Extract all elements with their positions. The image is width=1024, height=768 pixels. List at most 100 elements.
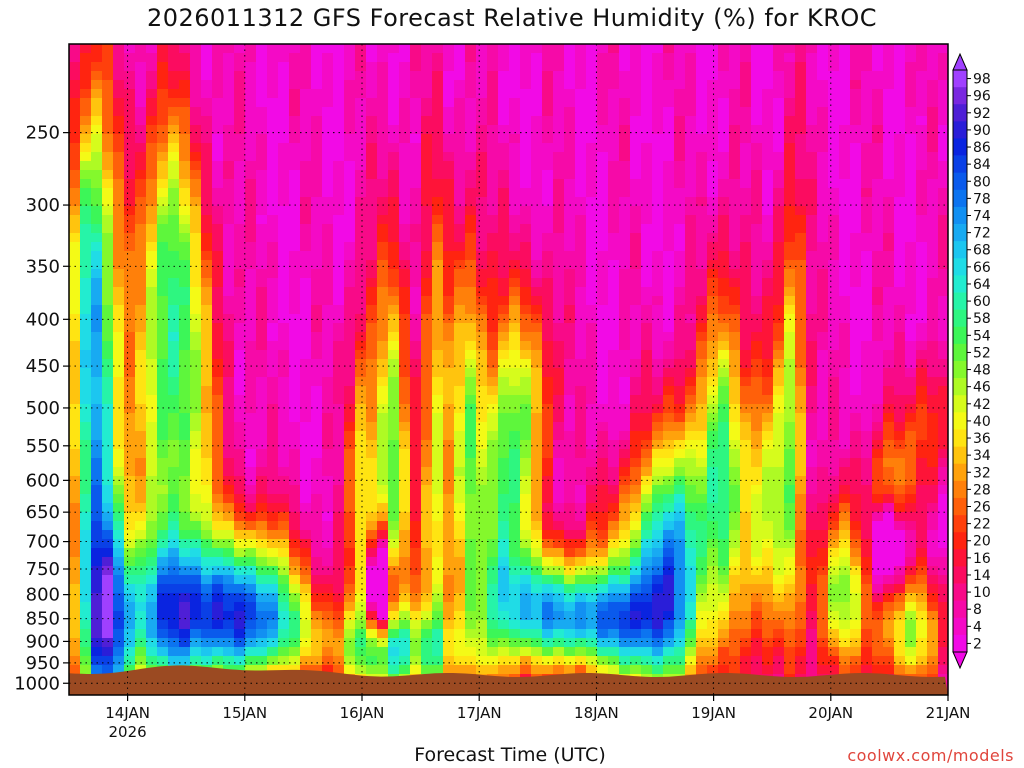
heat-cell-2469 [828,314,840,324]
heat-cell-4355 [454,530,466,540]
heat-cell-3198 [927,395,939,405]
heat-cell-4878 [927,584,939,594]
heat-cell-1568 [597,215,609,225]
heat-cell-1634 [443,224,455,234]
heat-cell-4162 [91,512,103,522]
heat-cell-693 [652,116,664,126]
heat-cell-2060 [729,269,741,279]
heat-cell-996 [465,152,477,162]
heat-cell-4254 [223,521,235,531]
heat-cell-1336 [685,188,697,198]
heat-cell-3070 [399,386,411,396]
heat-cell-2767 [586,350,598,360]
heat-cell-3592 [861,440,873,450]
heat-cell-3403 [542,422,554,432]
heat-cell-1622 [311,224,323,234]
heat-cell-59 [718,44,730,54]
heat-cell-2198 [487,287,499,297]
heat-cell-4270 [399,521,411,531]
heat-cell-2224 [773,287,785,297]
heat-cell-3088 [597,386,609,396]
heat-cell-2543 [762,323,774,333]
heat-cell-737 [256,125,268,135]
heat-cell-244 [113,71,125,81]
heat-cell-1635 [454,224,466,234]
heat-cell-4463 [762,539,774,549]
heat-cell-729 [168,125,180,135]
heat-cell-1766 [135,242,147,252]
heat-cell-3764 [113,467,125,477]
heat-cell-3568 [597,440,609,450]
heat-cell-4481 [80,548,92,558]
heat-cell-3009 [608,377,620,387]
heat-cell-175 [234,62,246,72]
heat-cell-761 [520,125,532,135]
heat-cell-2774 [663,350,675,360]
heat-cell-1271 [850,179,862,189]
heat-cell-2066 [795,269,807,279]
heat-cell-496 [245,98,257,108]
heat-cell-2235 [894,287,906,297]
heat-cell-4542 [751,548,763,558]
heat-cell-2583 [322,332,334,342]
heat-cell-1402 [531,197,543,207]
heat-cell-777 [696,125,708,135]
heat-cell-3010 [619,377,631,387]
heat-cell-3232 [421,404,433,414]
heat-cell-2546 [795,323,807,333]
heat-cell-1068 [377,161,389,171]
heat-cell-4001 [80,494,92,504]
heat-cell-1696 [245,233,257,243]
heat-cell-1726 [575,233,587,243]
heat-cell-1203 [102,179,114,189]
heat-cell-2451 [630,314,642,324]
heat-cell-2590 [399,332,411,342]
heat-cell-4076 [905,494,917,504]
heat-cell-1189 [828,170,840,180]
heat-cell-4490 [179,548,191,558]
heat-cell-2573 [212,332,224,342]
heat-cell-4360 [509,530,521,540]
heat-cell-140 [729,53,741,63]
heat-cell-2973 [212,377,224,387]
heat-cell-2026 [355,269,367,279]
heat-cell-3462 [311,431,323,441]
heat-cell-1064 [333,161,345,171]
heat-cell-980 [289,152,301,162]
heat-cell-1113 [872,161,884,171]
heat-cell-2718 [927,341,939,351]
heat-cell-2701 [740,341,752,351]
heat-cell-1869 [388,251,400,261]
heat-cell-3497 [696,431,708,441]
heat-cell-1815 [674,242,686,252]
heat-cell-1023 [762,152,774,162]
heat-cell-1306 [355,188,367,198]
heat-cell-3436 [905,422,917,432]
heat-cell-3738 [707,458,719,468]
heat-cell-4414 [223,539,235,549]
heat-cell-1140 [289,170,301,180]
heat-cell-1610 [179,224,191,234]
heat-cell-1974 [663,260,675,270]
heat-cell-2942 [751,368,763,378]
heat-cell-1232 [421,179,433,189]
heat-cell-2604 [553,332,565,342]
heat-cell-2332 [201,305,213,315]
heat-cell-3395 [454,422,466,432]
heat-cell-341 [300,80,312,90]
heat-cell-628 [817,107,829,117]
heat-cell-3958 [487,485,499,495]
heat-cell-3791 [410,467,422,477]
heat-cell-4446 [575,539,587,549]
heat-cell-1439 [938,197,948,207]
heat-cell-3693 [212,458,224,468]
heat-cell-3487 [586,431,598,441]
heat-cell-3443 [102,431,114,441]
heat-cell-4672 [421,566,433,576]
heat-cell-1278 [927,179,939,189]
heat-cell-3569 [608,440,620,450]
heat-cell-1808 [597,242,609,252]
heat-cell-721 [80,125,92,135]
heat-cell-3812 [641,467,653,477]
heat-cell-3082 [531,386,543,396]
